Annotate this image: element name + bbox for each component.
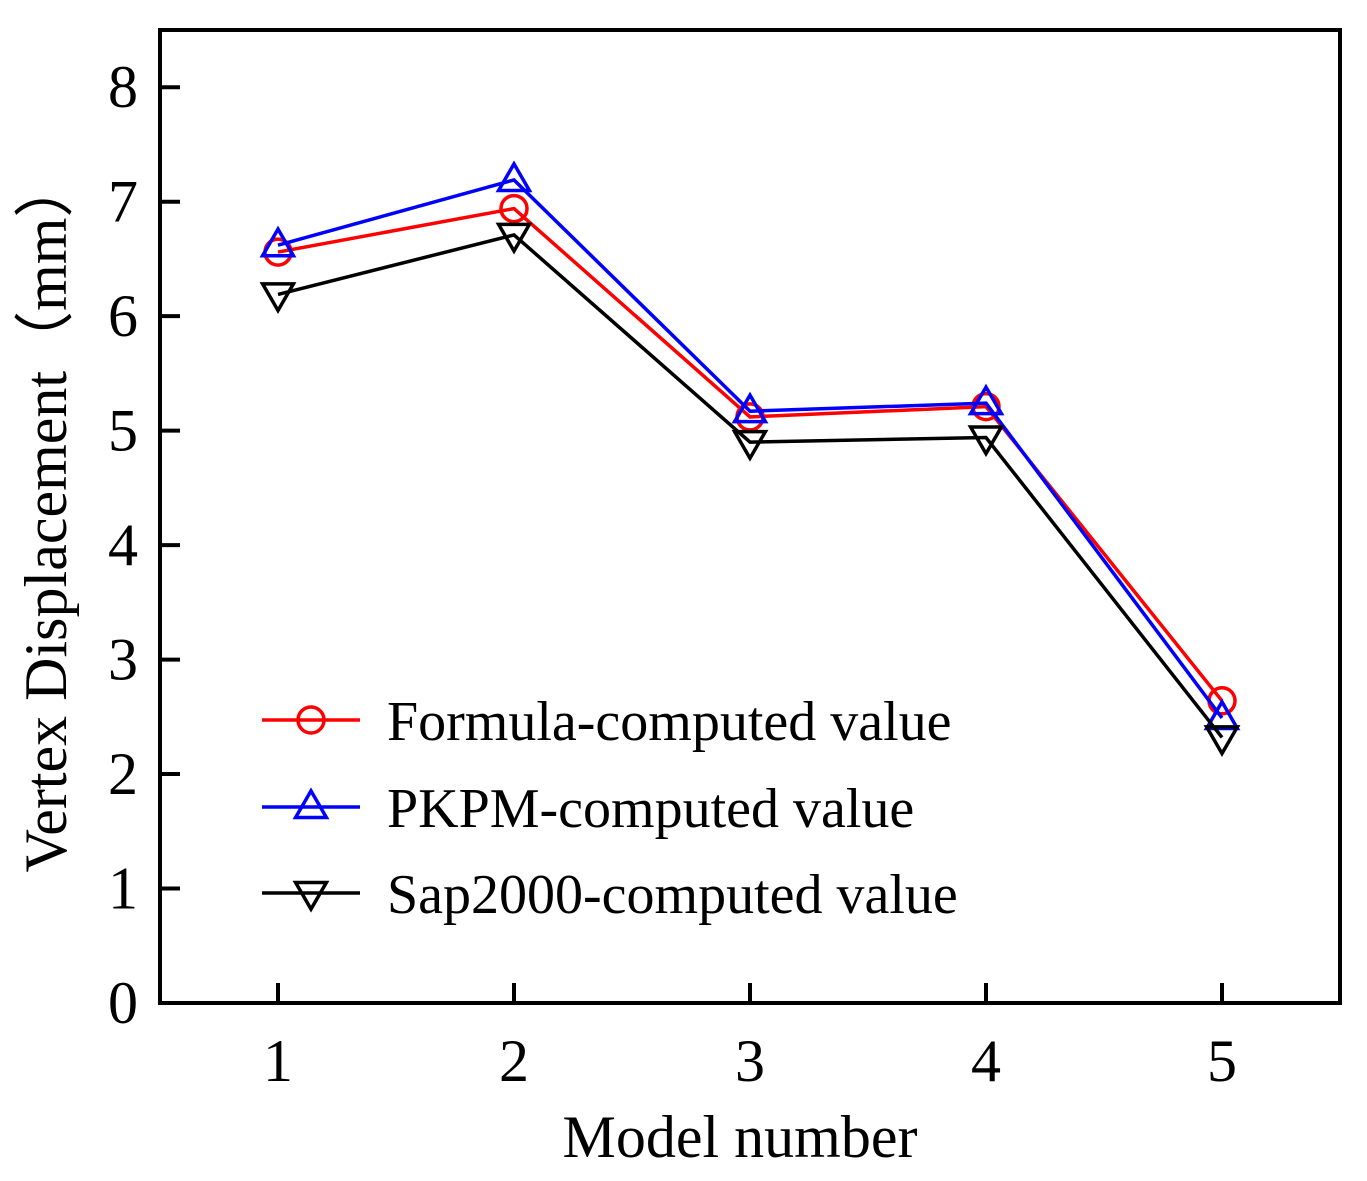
sap2000-series: [259, 222, 1241, 758]
x-tick-label: 1: [263, 1028, 293, 1094]
legend-label: Sap2000-computed value: [387, 864, 958, 926]
x-tick-label: 3: [735, 1028, 765, 1094]
y-tick-label: 4: [108, 512, 138, 578]
x-tick-label: 5: [1207, 1028, 1237, 1094]
x-tick-label: 2: [499, 1028, 529, 1094]
plot-frame: [158, 28, 1342, 1005]
y-axis-title: Vertex Displacement（mm）: [13, 158, 79, 873]
y-tick-label: 0: [108, 970, 138, 1036]
sap2000-point-4: [967, 425, 1005, 458]
y-tick-label: 8: [108, 54, 138, 120]
x-axis: 1 2 3 4 5: [263, 983, 1237, 1094]
sap2000-point-1: [259, 282, 297, 315]
pkpm-series: [259, 160, 1241, 731]
pkpm-point-1: [259, 225, 297, 258]
y-tick-label: 6: [108, 283, 138, 349]
pkpm-line: [277, 178, 1224, 720]
sap2000-point-3: [731, 429, 769, 462]
y-tick-label: 5: [108, 398, 138, 464]
formula-series: [263, 193, 1237, 716]
legend-item-formula: Formula-computed value: [262, 691, 952, 753]
legend-label: Formula-computed value: [387, 691, 952, 753]
y-tick-label: 3: [108, 627, 138, 693]
sap2000-point-2: [495, 222, 533, 255]
legend-item-pkpm: PKPM-computed value: [262, 778, 914, 840]
pkpm-point-4: [967, 383, 1005, 416]
y-axis: 0 1 2 3 4 5 6 7 8: [108, 54, 180, 1036]
y-tick-label: 7: [108, 169, 138, 235]
sap2000-point-5: [1203, 725, 1241, 758]
pkpm-point-2: [495, 160, 533, 193]
series-layer: [259, 160, 1241, 758]
formula-point-2: [499, 193, 529, 224]
y-tick-label: 2: [108, 741, 138, 807]
pkpm-point-3: [731, 391, 769, 424]
legend-item-sap2000: Sap2000-computed value: [262, 864, 958, 926]
legend-label: PKPM-computed value: [387, 778, 914, 840]
legend-marker: [296, 705, 326, 735]
sap2000-line: [277, 232, 1224, 739]
legend-marker: [292, 787, 330, 820]
x-axis-title: Model number: [563, 1104, 918, 1170]
y-tick-label: 1: [108, 856, 138, 922]
legend-marker: [292, 880, 330, 913]
formula-line: [277, 206, 1224, 702]
legend: Formula-computed value PKPM-computed valu…: [262, 691, 958, 926]
x-tick-label: 4: [971, 1028, 1001, 1094]
